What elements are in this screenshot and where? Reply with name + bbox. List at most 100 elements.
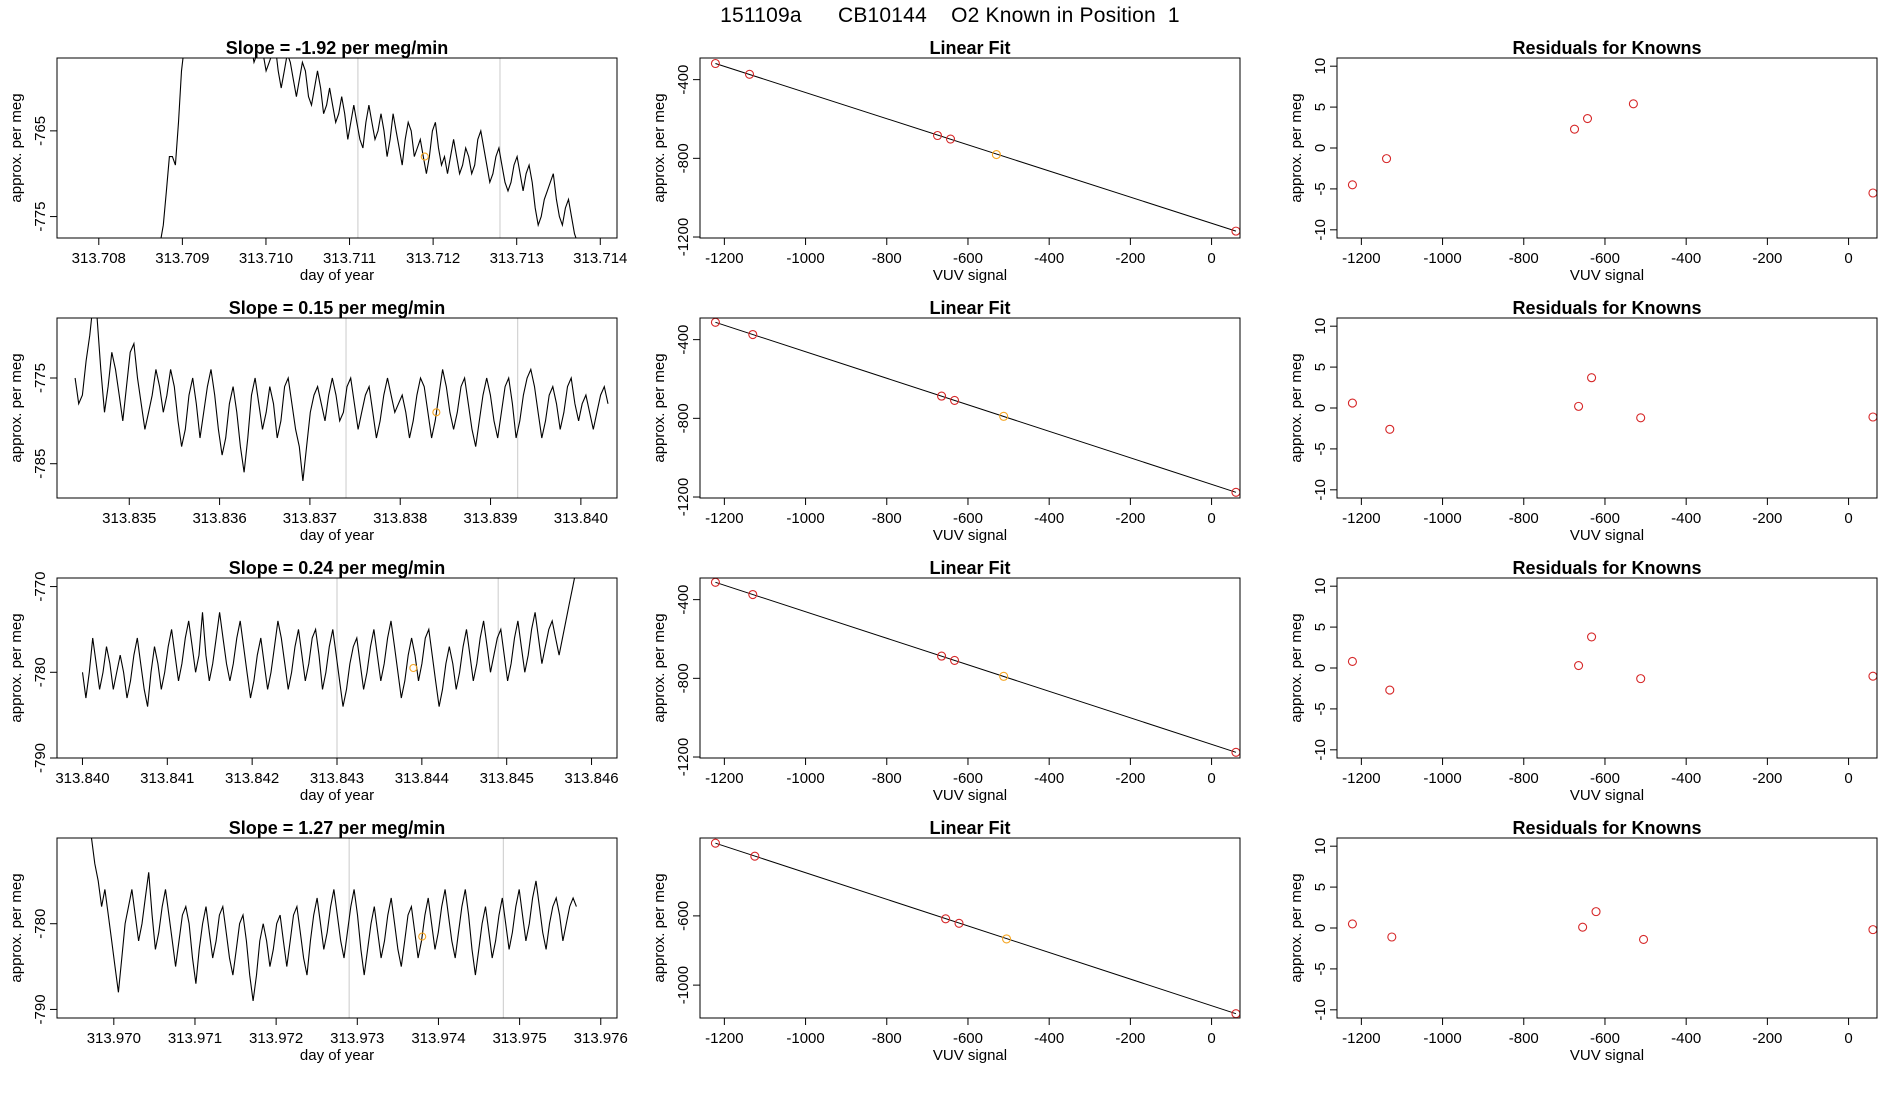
x-tick-label: -200: [1115, 510, 1145, 527]
y-tick-label: -5: [1312, 442, 1329, 455]
x-tick-label: -1200: [705, 770, 743, 787]
data-point: [1574, 660, 1584, 671]
x-tick-label: -200: [1752, 1030, 1782, 1047]
y-axis-label: approx. per meg: [651, 873, 668, 982]
x-tick-label: 313.712: [406, 250, 460, 267]
chart-title: Linear Fit: [929, 298, 1010, 318]
chart-title: Residuals for Knowns: [1512, 298, 1701, 318]
y-tick-label: -10: [1312, 479, 1329, 501]
x-tick-label: -200: [1752, 250, 1782, 267]
x-tick-label: -600: [1590, 770, 1620, 787]
y-tick-label: -800: [675, 663, 692, 693]
chart-title: Linear Fit: [929, 558, 1010, 578]
x-tick-label: 313.975: [492, 1030, 546, 1047]
fit-line: [715, 842, 1237, 1015]
chart-title: Slope = -1.92 per meg/min: [226, 38, 449, 58]
x-tick-label: -600: [1590, 510, 1620, 527]
x-tick-label: -1200: [705, 510, 743, 527]
plot-frame: [1336, 837, 1878, 1019]
x-tick-label: 313.972: [249, 1030, 303, 1047]
x-tick-label: 313.837: [283, 510, 337, 527]
y-axis-label: approx. per meg: [1288, 873, 1305, 982]
page-title: 151109a CB10144 O2 Known in Position 1: [720, 4, 1180, 27]
chart-fit-2: Linear Fit -1200 -1000 -800 -600 -400 -200 0 -40…: [651, 298, 1241, 544]
x-axis-label: VUV signal: [933, 1047, 1007, 1064]
x-axis-label: VUV signal: [1570, 787, 1644, 804]
y-tick-label: -800: [675, 403, 692, 433]
y-axis-label: approx. per meg: [651, 353, 668, 462]
x-tick-label: 313.840: [55, 770, 109, 787]
data-point: [932, 130, 943, 141]
x-tick-label: -1200: [705, 1030, 743, 1047]
data-point: [748, 589, 758, 600]
data-point: [1385, 685, 1395, 695]
x-tick-label: 313.711: [323, 250, 376, 267]
x-tick-label: -200: [1115, 250, 1145, 267]
x-tick-label: -1000: [1423, 770, 1461, 787]
plot-frame: [1336, 577, 1878, 759]
x-tick-label: -600: [953, 250, 983, 267]
y-tick-label: 5: [1312, 883, 1329, 891]
y-tick-label: -775: [32, 363, 49, 393]
x-tick-label: 313.840: [554, 510, 608, 527]
x-tick-label: -1200: [1342, 770, 1380, 787]
plot-frame: [699, 577, 1241, 759]
x-tick-label: -400: [1034, 770, 1064, 787]
x-tick-label: -800: [1509, 510, 1539, 527]
y-tick-label: 0: [1312, 144, 1329, 152]
chart-fit-4: Linear Fit -1200 -1000 -800 -600 -400 -200 0 -60…: [651, 818, 1241, 1064]
plot-frame: [1336, 317, 1878, 499]
data-point: [1628, 99, 1638, 109]
x-tick-label: -800: [1509, 770, 1539, 787]
data-point: [1868, 925, 1878, 935]
y-axis-label: approx. per meg: [8, 873, 25, 982]
highlight-point: [409, 663, 418, 673]
x-tick-label: -1200: [705, 250, 743, 267]
x-tick-label: -800: [872, 770, 902, 787]
x-tick-label: 0: [1207, 1030, 1215, 1047]
chart-title: Slope = 0.24 per meg/min: [229, 558, 446, 578]
data-point: [744, 69, 755, 79]
x-tick-label: -600: [1590, 1030, 1620, 1047]
trace-line: [74, 318, 609, 481]
data-point-highlight: [1001, 934, 1012, 944]
x-axis-label: VUV signal: [933, 267, 1007, 284]
x-tick-label: 0: [1207, 250, 1215, 267]
data-point: [1347, 919, 1357, 929]
x-tick-label: 313.714: [573, 250, 627, 267]
x-tick-label: -800: [872, 250, 902, 267]
x-axis-label: day of year: [300, 1047, 374, 1064]
x-tick-label: 313.974: [411, 1030, 465, 1047]
y-tick-label: -1200: [675, 218, 692, 256]
x-tick-label: 313.973: [330, 1030, 384, 1047]
x-tick-label: 0: [1844, 770, 1852, 787]
chart-title: Slope = 1.27 per meg/min: [229, 818, 446, 838]
chart-title: Residuals for Knowns: [1512, 558, 1701, 578]
chart-res-4: Residuals for Knowns-1200 -1000 -800 -600 -4…: [1288, 818, 1878, 1064]
y-tick-label: 10: [1312, 318, 1329, 335]
data-point: [1587, 373, 1597, 383]
x-axis-label: VUV signal: [1570, 267, 1644, 284]
y-axis-label: approx. per meg: [651, 613, 668, 722]
x-tick-label: -1000: [786, 250, 824, 267]
x-tick-label: -400: [1034, 1030, 1064, 1047]
data-point: [1347, 398, 1357, 408]
y-tick-label: 10: [1312, 838, 1329, 855]
x-tick-label: -400: [1034, 510, 1064, 527]
y-tick-label: 10: [1312, 578, 1329, 595]
y-axis-label: approx. per meg: [1288, 93, 1305, 202]
x-tick-label: 313.844: [395, 770, 449, 787]
x-tick-label: 313.846: [564, 770, 618, 787]
chart-ts-2: Slope = 0.15 per meg/min 313.835 313.836 31…: [8, 298, 618, 544]
x-axis-label: day of year: [300, 787, 374, 804]
data-point: [1381, 154, 1392, 164]
data-point-highlight: [999, 411, 1009, 421]
y-tick-label: -5: [1312, 182, 1329, 195]
y-tick-label: -790: [32, 743, 49, 773]
y-tick-label: -400: [675, 325, 692, 355]
plot-frame: [56, 837, 618, 1019]
x-tick-label: 313.839: [463, 510, 517, 527]
highlight-point: [420, 152, 429, 161]
data-point: [1636, 413, 1646, 423]
x-tick-label: -1200: [1342, 510, 1380, 527]
